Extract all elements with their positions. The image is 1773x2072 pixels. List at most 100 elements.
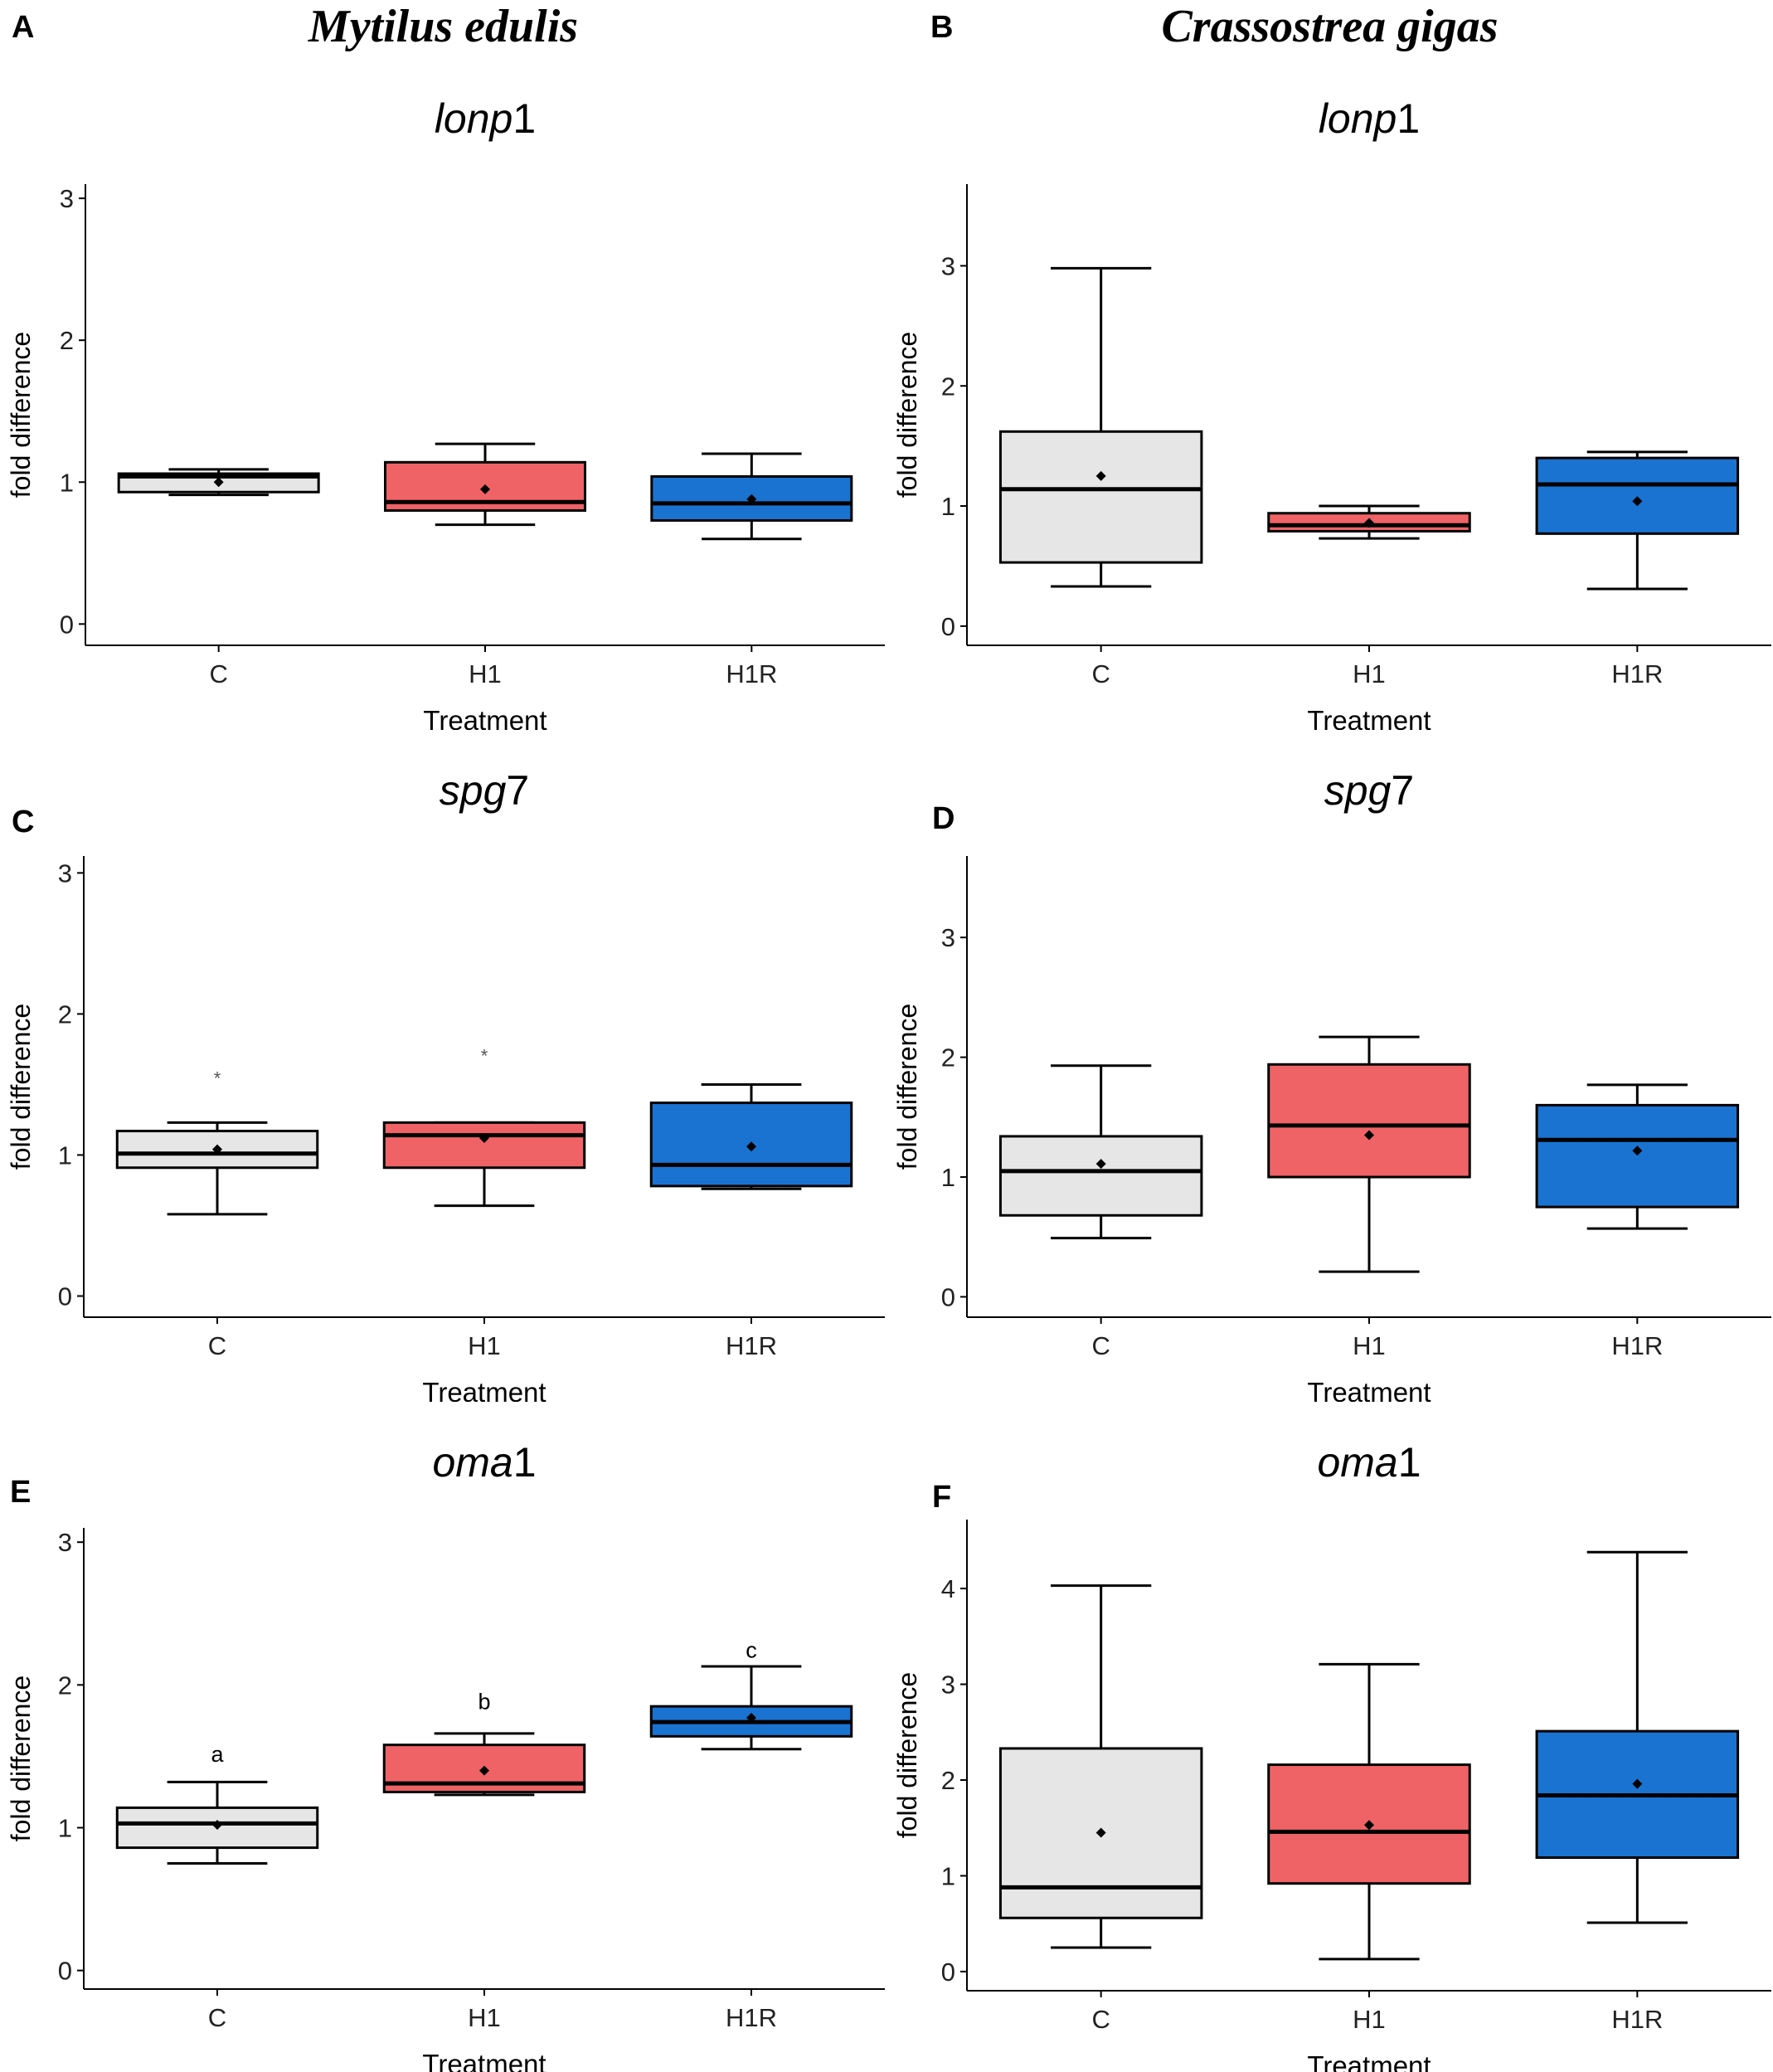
column-title-mytilus: Mytilus edulis (308, 1, 579, 52)
significance-letter-e: b (478, 1689, 490, 1714)
panel-letter-d: D (932, 801, 955, 836)
chart-title-d: spg7 (1324, 767, 1414, 814)
y-tick-label-a: 1 (60, 468, 74, 497)
mean-marker-h1-b (1364, 518, 1374, 528)
panel-letter-f: F (932, 1480, 952, 1515)
x-tick-label-b: H1R (1611, 659, 1663, 688)
mean-marker-c-e (212, 1820, 222, 1831)
y-tick-label-b: 3 (941, 251, 955, 280)
x-tick-label-c: C (208, 1331, 226, 1360)
chart-title-f: oma1 (1317, 1439, 1421, 1486)
column-title-crassostrea: Crassostrea gigas (1161, 1, 1499, 52)
y-tick-label-b: 1 (941, 492, 955, 521)
y-tick-label-f: 4 (941, 1574, 955, 1603)
chart-title-a: lonp1 (435, 95, 536, 142)
x-axis-label-c: Treatment (422, 1377, 546, 1402)
mean-marker-h1r-d (1632, 1145, 1643, 1156)
chart-title-b: lonp1 (1319, 95, 1420, 142)
y-tick-label-f: 1 (941, 1861, 955, 1890)
y-tick-label-e: 0 (58, 1957, 72, 1986)
mean-marker-h1r-c (746, 1141, 756, 1152)
y-tick-label-a: 3 (60, 184, 74, 213)
chart-panel-e: oma1 0 1 2 3 fold difference C H1 H1R Treatment a b… (6, 1439, 885, 2072)
outlier-marker-h1-c: * (481, 1045, 488, 1066)
x-axis-label-f: Treatment (1307, 2050, 1431, 2072)
y-tick-label-d: 0 (941, 1282, 955, 1311)
mean-marker-c-b (1095, 470, 1106, 481)
mean-marker-h1r-e (746, 1712, 756, 1723)
box-h1-d (1267, 1063, 1471, 1179)
chart-panel-a: lonp1 0 1 2 3 fold difference C H1 H1R Treatment (6, 95, 885, 730)
y-axis-label-f: fold difference (892, 1672, 922, 1838)
panel-letter-c: C (12, 805, 35, 839)
y-tick-label-c: 0 (58, 1282, 72, 1311)
x-tick-label-e: H1 (468, 2003, 501, 2032)
mean-marker-h1r-b (1632, 496, 1643, 507)
significance-letter-e: c (746, 1637, 757, 1662)
panel-letter-a: A (12, 10, 35, 45)
y-axis-label-a: fold difference (6, 332, 36, 498)
x-axis-label-d: Treatment (1307, 1377, 1431, 1402)
y-tick-label-c: 3 (58, 858, 72, 888)
x-tick-label-c: H1R (726, 1331, 777, 1360)
y-tick-label-e: 2 (58, 1671, 72, 1700)
chart-panel-d: spg7 0 1 2 3 fold difference C H1 H1R Treatment (892, 767, 1771, 1402)
x-tick-label-d: H1 (1353, 1331, 1386, 1360)
y-tick-label-d: 1 (941, 1163, 955, 1192)
chart-panel-b: lonp1 0 1 2 3 fold difference C H1 H1R Treatment (892, 95, 1771, 730)
y-axis-label-d: fold difference (892, 1004, 922, 1170)
outlier-marker-c-c: * (214, 1068, 221, 1089)
x-tick-label-e: H1R (726, 2003, 777, 2032)
y-tick-label-a: 2 (60, 326, 74, 355)
panel-letter-b: B (930, 10, 954, 45)
mean-marker-h1-c (479, 1133, 489, 1144)
x-tick-label-a: C (209, 659, 227, 688)
box-h1-c (382, 1121, 586, 1170)
mean-marker-c-d (1095, 1159, 1106, 1170)
x-axis-label-b: Treatment (1307, 705, 1431, 730)
y-tick-label-f: 3 (941, 1671, 955, 1700)
y-tick-label-e: 1 (58, 1813, 72, 1842)
mean-marker-h1-a (480, 484, 490, 494)
panel-letter-e: E (10, 1475, 32, 1510)
mean-marker-c-a (213, 477, 224, 488)
x-axis-label-e: Treatment (422, 2049, 546, 2072)
mean-marker-c-f (1095, 1827, 1106, 1838)
y-tick-label-d: 3 (941, 923, 955, 952)
x-tick-label-b: H1 (1353, 659, 1386, 688)
box-c-b (998, 430, 1203, 564)
box-h1r-b (1535, 456, 1740, 535)
y-axis-label-c: fold difference (6, 1004, 36, 1170)
x-tick-label-f: H1 (1353, 2005, 1386, 2034)
x-tick-label-b: C (1091, 659, 1110, 688)
x-tick-label-d: C (1091, 1331, 1110, 1360)
x-axis-label-a: Treatment (423, 705, 546, 730)
y-tick-label-b: 2 (941, 372, 955, 401)
mean-marker-h1r-a (746, 494, 757, 504)
x-tick-label-f: C (1091, 2005, 1110, 2034)
x-tick-label-e: C (208, 2003, 226, 2032)
chart-panel-f: oma1 0 1 2 3 4 fold difference C H1 H1R Treatment (892, 1439, 1771, 2072)
mean-marker-c-c (212, 1144, 222, 1155)
y-tick-label-c: 2 (58, 1000, 72, 1029)
y-tick-label-f: 2 (941, 1766, 955, 1795)
x-tick-label-a: H1 (469, 659, 502, 688)
mean-marker-h1-e (479, 1765, 489, 1776)
x-tick-label-d: H1R (1611, 1331, 1663, 1360)
chart-panel-c: spg7 0 1 2 3 fold difference C H1 H1R Treatment * * (6, 767, 885, 1402)
mean-marker-h1r-f (1632, 1778, 1643, 1789)
y-tick-label-a: 0 (60, 610, 74, 639)
x-tick-label-f: H1R (1611, 2005, 1663, 2034)
significance-letter-e: a (211, 1742, 224, 1767)
x-tick-label-a: H1R (726, 659, 777, 688)
box-c-d (998, 1135, 1203, 1217)
y-tick-label-d: 2 (941, 1043, 955, 1072)
y-tick-label-b: 0 (941, 612, 955, 641)
chart-title-c: spg7 (440, 767, 529, 814)
chart-title-e: oma1 (432, 1439, 536, 1486)
mean-marker-h1-f (1364, 1820, 1374, 1831)
x-tick-label-c: H1 (468, 1331, 501, 1360)
y-tick-label-e: 3 (58, 1528, 72, 1557)
y-axis-label-b: fold difference (892, 332, 922, 498)
y-tick-label-c: 1 (58, 1141, 72, 1170)
